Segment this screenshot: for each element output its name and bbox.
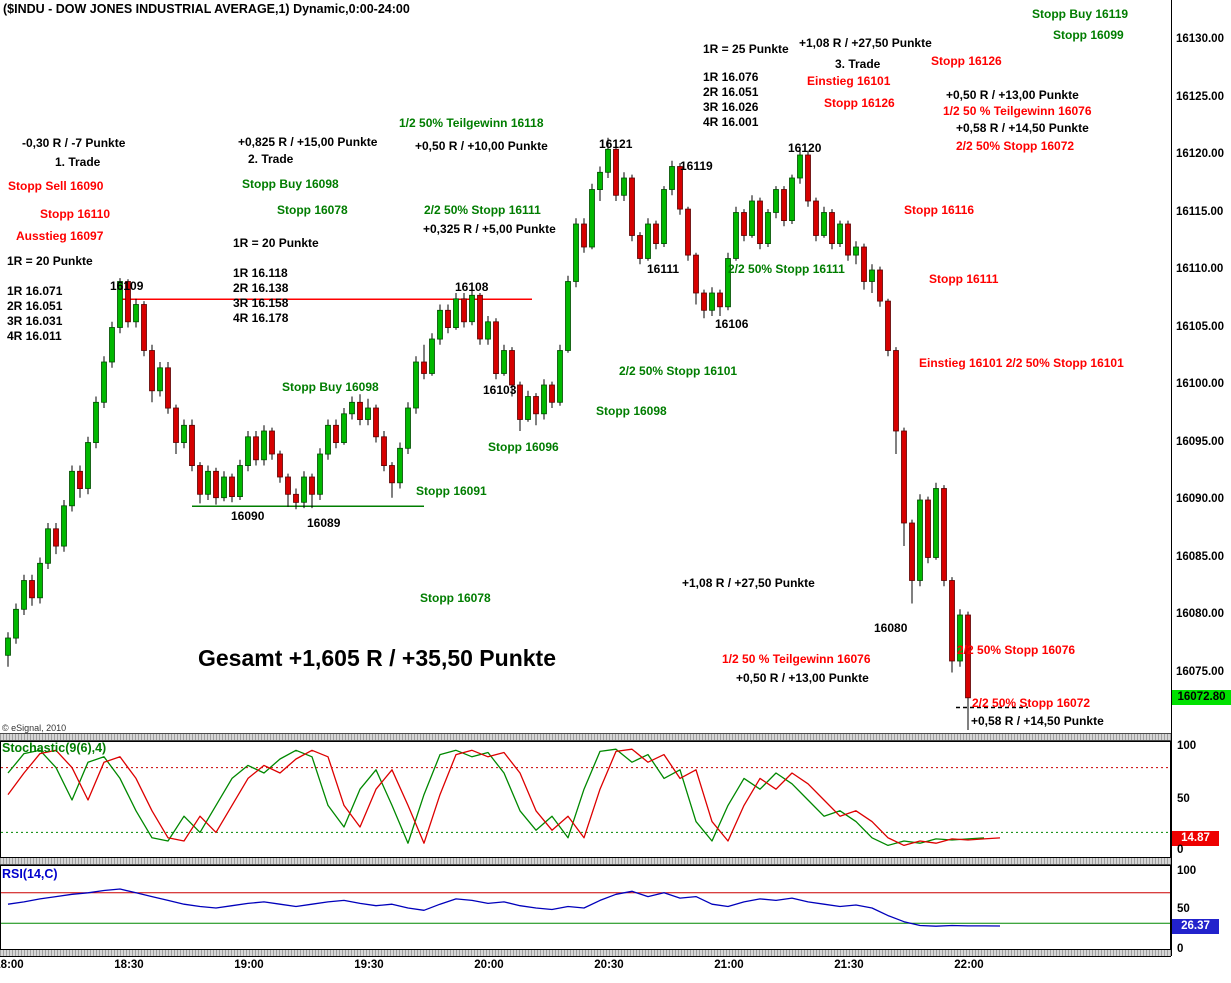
annotation: 2/2 50% Stopp 16072: [956, 139, 1075, 153]
price-axis-label: 16090.00: [1176, 493, 1224, 505]
time-axis-label: 22:00: [954, 959, 984, 971]
annotation: Stopp 16096: [488, 440, 559, 454]
annotation: Stopp 16126: [931, 54, 1002, 68]
annotation: 16111: [647, 262, 680, 276]
annotation: 1R = 20 Punkte: [7, 254, 93, 268]
annotation: Stopp 16110: [40, 207, 111, 221]
annotation: 16121: [599, 137, 633, 151]
annotation: 16108: [455, 280, 489, 294]
annotation: 1R 16.076 2R 16.051 3R 16.026 4R 16.001: [703, 70, 759, 129]
annotation: 2/2 50% Stopp 16076: [957, 643, 1076, 657]
copyright-note: © eSignal, 2010: [2, 723, 67, 733]
annotation: 2/2 50% Stopp 16101: [619, 364, 738, 378]
price-axis-label: 16095.00: [1176, 435, 1224, 448]
annotation: 16103: [483, 383, 517, 397]
price-axis-label: 16105.00: [1176, 320, 1224, 333]
annotation: Stopp 16078: [277, 203, 348, 217]
oscillator-axis-label: 100: [1177, 740, 1197, 752]
price-axis-label: 16130.00: [1176, 33, 1224, 45]
annotation: Gesamt +1,605 R / +35,50 Punkte: [198, 645, 556, 671]
annotation: 1/2 50% Teilgewinn 16118: [399, 116, 544, 130]
last-price-badge: 16072.80: [1172, 690, 1231, 705]
stochastic-panel-label: Stochastic(9(6),4): [2, 741, 107, 755]
annotation: 1. Trade: [55, 155, 101, 169]
annotation: +1,08 R / +27,50 Punkte: [682, 576, 815, 590]
annotation: Stopp Buy 16098: [242, 177, 339, 191]
annotation: +0,325 R / +5,00 Punkte: [423, 222, 556, 236]
annotation: Stopp 16098: [596, 404, 667, 418]
chart-title: ($INDU - DOW JONES INDUSTRIAL AVERAGE,1)…: [3, 2, 410, 16]
annotation: +0,58 R / +14,50 Punkte: [956, 121, 1089, 135]
annotation: -0,30 R / -7 Punkte: [22, 136, 126, 150]
annotation: Einstieg 16101 2/2 50% Stopp 16101: [919, 356, 1124, 370]
annotation: 16080: [874, 621, 908, 635]
annotation: 1R = 20 Punkte: [233, 236, 319, 250]
oscillator-axis-label: 100: [1177, 865, 1197, 877]
price-axis-label: 16110.00: [1176, 263, 1224, 275]
annotation: 16089: [307, 516, 341, 530]
annotation: Stopp 16078: [420, 591, 491, 605]
price-axis-label: 16115.00: [1176, 205, 1224, 218]
annotation: 16109: [110, 279, 144, 293]
annotation: 1R 16.071 2R 16.051 3R 16.031 4R 16.011: [7, 284, 63, 343]
annotation: 2. Trade: [248, 152, 294, 166]
annotation: 2/2 50% Stopp 16072: [972, 696, 1091, 710]
time-axis-label: 18:00: [0, 959, 24, 971]
annotation: 16090: [231, 509, 265, 523]
candles-layer: [5, 137, 971, 730]
annotation: 1/2 50 % Teilgewinn 16076: [722, 652, 871, 666]
time-axis-label: 19:30: [354, 959, 384, 971]
annotation: Stopp 16091: [416, 484, 487, 498]
annotation: 16106: [715, 317, 749, 331]
price-axis-label: 16080.00: [1176, 608, 1224, 620]
annotation: +1,08 R / +27,50 Punkte: [799, 36, 932, 50]
annotation: Stopp Buy 16119: [1032, 7, 1129, 21]
oscillator-axis-label: 0: [1177, 844, 1184, 856]
annotation: 1R = 25 Punkte: [703, 42, 789, 56]
oscillator-axis-label: 0: [1177, 943, 1184, 955]
annotation: Stopp 16116: [904, 203, 975, 217]
annotation: 16120: [788, 141, 822, 155]
annotation: +0,50 R / +13,00 Punkte: [736, 671, 869, 685]
annotation: 3. Trade: [835, 57, 881, 71]
annotation: +0,825 R / +15,00 Punkte: [238, 135, 378, 149]
panel-separator: [0, 733, 1171, 741]
annotation: Stopp Sell 16090: [8, 179, 104, 193]
price-axis-label: 16125.00: [1176, 90, 1224, 103]
annotation: Stopp Buy 16098: [282, 380, 379, 394]
price-axis-label: 16120.00: [1176, 148, 1224, 160]
annotation: 2/2 50% Stopp 16111: [728, 262, 845, 276]
annotation: 2/2 50% Stopp 16111: [424, 203, 541, 217]
annotation: +0,50 R / +10,00 Punkte: [415, 139, 548, 153]
annotation: Stopp 16099: [1053, 28, 1124, 42]
time-axis-label: 21:30: [834, 959, 864, 971]
annotation: 16119: [680, 159, 713, 173]
oscillator-axis-label: 50: [1177, 903, 1190, 915]
oscillator-axis-label: 50: [1177, 793, 1190, 805]
rsi-panel-label: RSI(14,C): [2, 867, 58, 881]
annotation: +0,58 R / +14,50 Punkte: [971, 714, 1104, 728]
annotation: Stopp 16126: [824, 96, 895, 110]
stochastic-value-badge: 14.87: [1172, 831, 1219, 846]
price-axis-label: 16085.00: [1176, 550, 1224, 563]
annotation: Ausstieg 16097: [16, 229, 104, 243]
time-axis-label: 20:30: [594, 959, 624, 971]
annotation: Stopp 16111: [929, 272, 999, 286]
rsi-value-badge: 26.37: [1172, 919, 1219, 934]
time-axis-label: 19:00: [234, 959, 264, 971]
price-axis-label: 16075.00: [1176, 665, 1224, 678]
annotation: 1R 16.118 2R 16.138 3R 16.158 4R 16.178: [233, 266, 289, 325]
annotation: +0,50 R / +13,00 Punkte: [946, 88, 1079, 102]
time-axis-label: 18:30: [114, 959, 144, 971]
time-axis-label: 20:00: [474, 959, 504, 971]
annotation: Einstieg 16101: [807, 74, 891, 88]
time-axis-label: 21:00: [714, 959, 744, 971]
price-axis-label: 16100.00: [1176, 378, 1224, 390]
annotation: 1/2 50 % Teilgewinn 16076: [943, 104, 1092, 118]
